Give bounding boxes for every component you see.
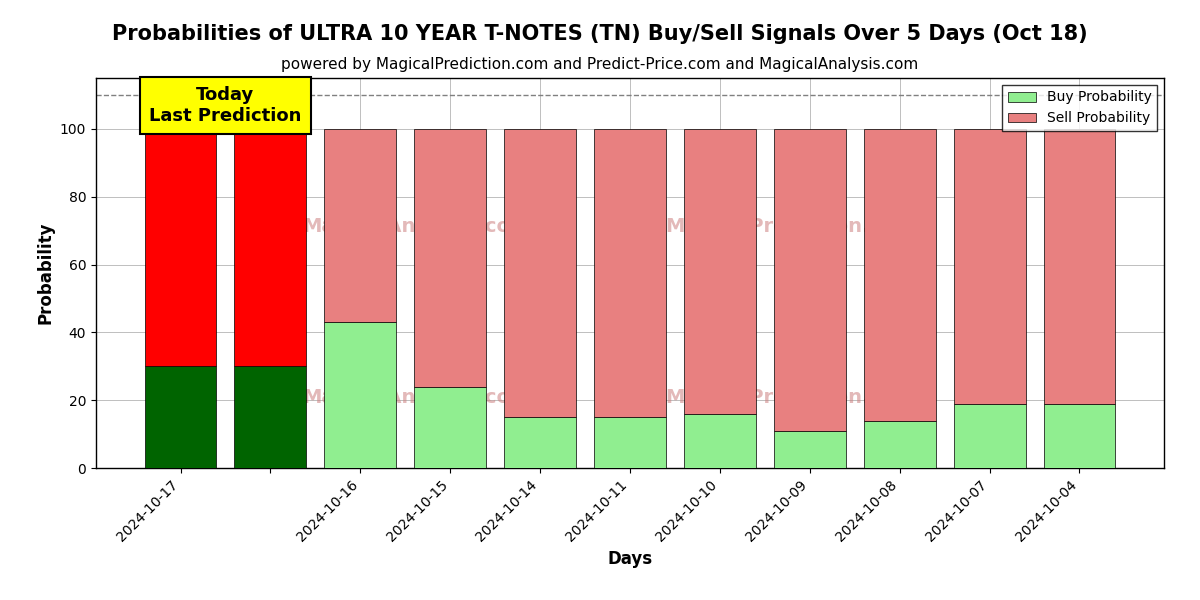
Bar <box>234 129 306 366</box>
Bar <box>684 414 756 468</box>
Bar <box>954 404 1026 468</box>
Y-axis label: Probability: Probability <box>36 222 54 324</box>
Text: MagicalPrediction.com: MagicalPrediction.com <box>665 388 916 407</box>
Bar <box>594 417 666 468</box>
Bar <box>324 322 396 468</box>
Text: MagicalAnalysis.com: MagicalAnalysis.com <box>302 388 530 407</box>
Bar <box>1044 129 1116 404</box>
Bar <box>954 129 1026 404</box>
Text: Today
Last Prediction: Today Last Prediction <box>149 86 301 125</box>
Bar <box>414 386 486 468</box>
Bar <box>594 129 666 417</box>
Bar <box>504 417 576 468</box>
Text: MagicalAnalysis.com: MagicalAnalysis.com <box>302 217 530 236</box>
Bar <box>504 129 576 417</box>
Legend: Buy Probability, Sell Probability: Buy Probability, Sell Probability <box>1002 85 1157 131</box>
Text: MagicalPrediction.com: MagicalPrediction.com <box>665 217 916 236</box>
Bar <box>684 129 756 414</box>
Bar <box>324 129 396 322</box>
Bar <box>414 129 486 386</box>
Bar <box>774 129 846 431</box>
Bar <box>774 431 846 468</box>
Bar <box>864 421 936 468</box>
Bar <box>1044 404 1116 468</box>
Bar <box>234 366 306 468</box>
Text: powered by MagicalPrediction.com and Predict-Price.com and MagicalAnalysis.com: powered by MagicalPrediction.com and Pre… <box>281 57 919 72</box>
X-axis label: Days: Days <box>607 550 653 568</box>
Text: Probabilities of ULTRA 10 YEAR T-NOTES (TN) Buy/Sell Signals Over 5 Days (Oct 18: Probabilities of ULTRA 10 YEAR T-NOTES (… <box>112 24 1088 44</box>
Bar <box>864 129 936 421</box>
Bar <box>144 366 216 468</box>
Bar <box>144 129 216 366</box>
